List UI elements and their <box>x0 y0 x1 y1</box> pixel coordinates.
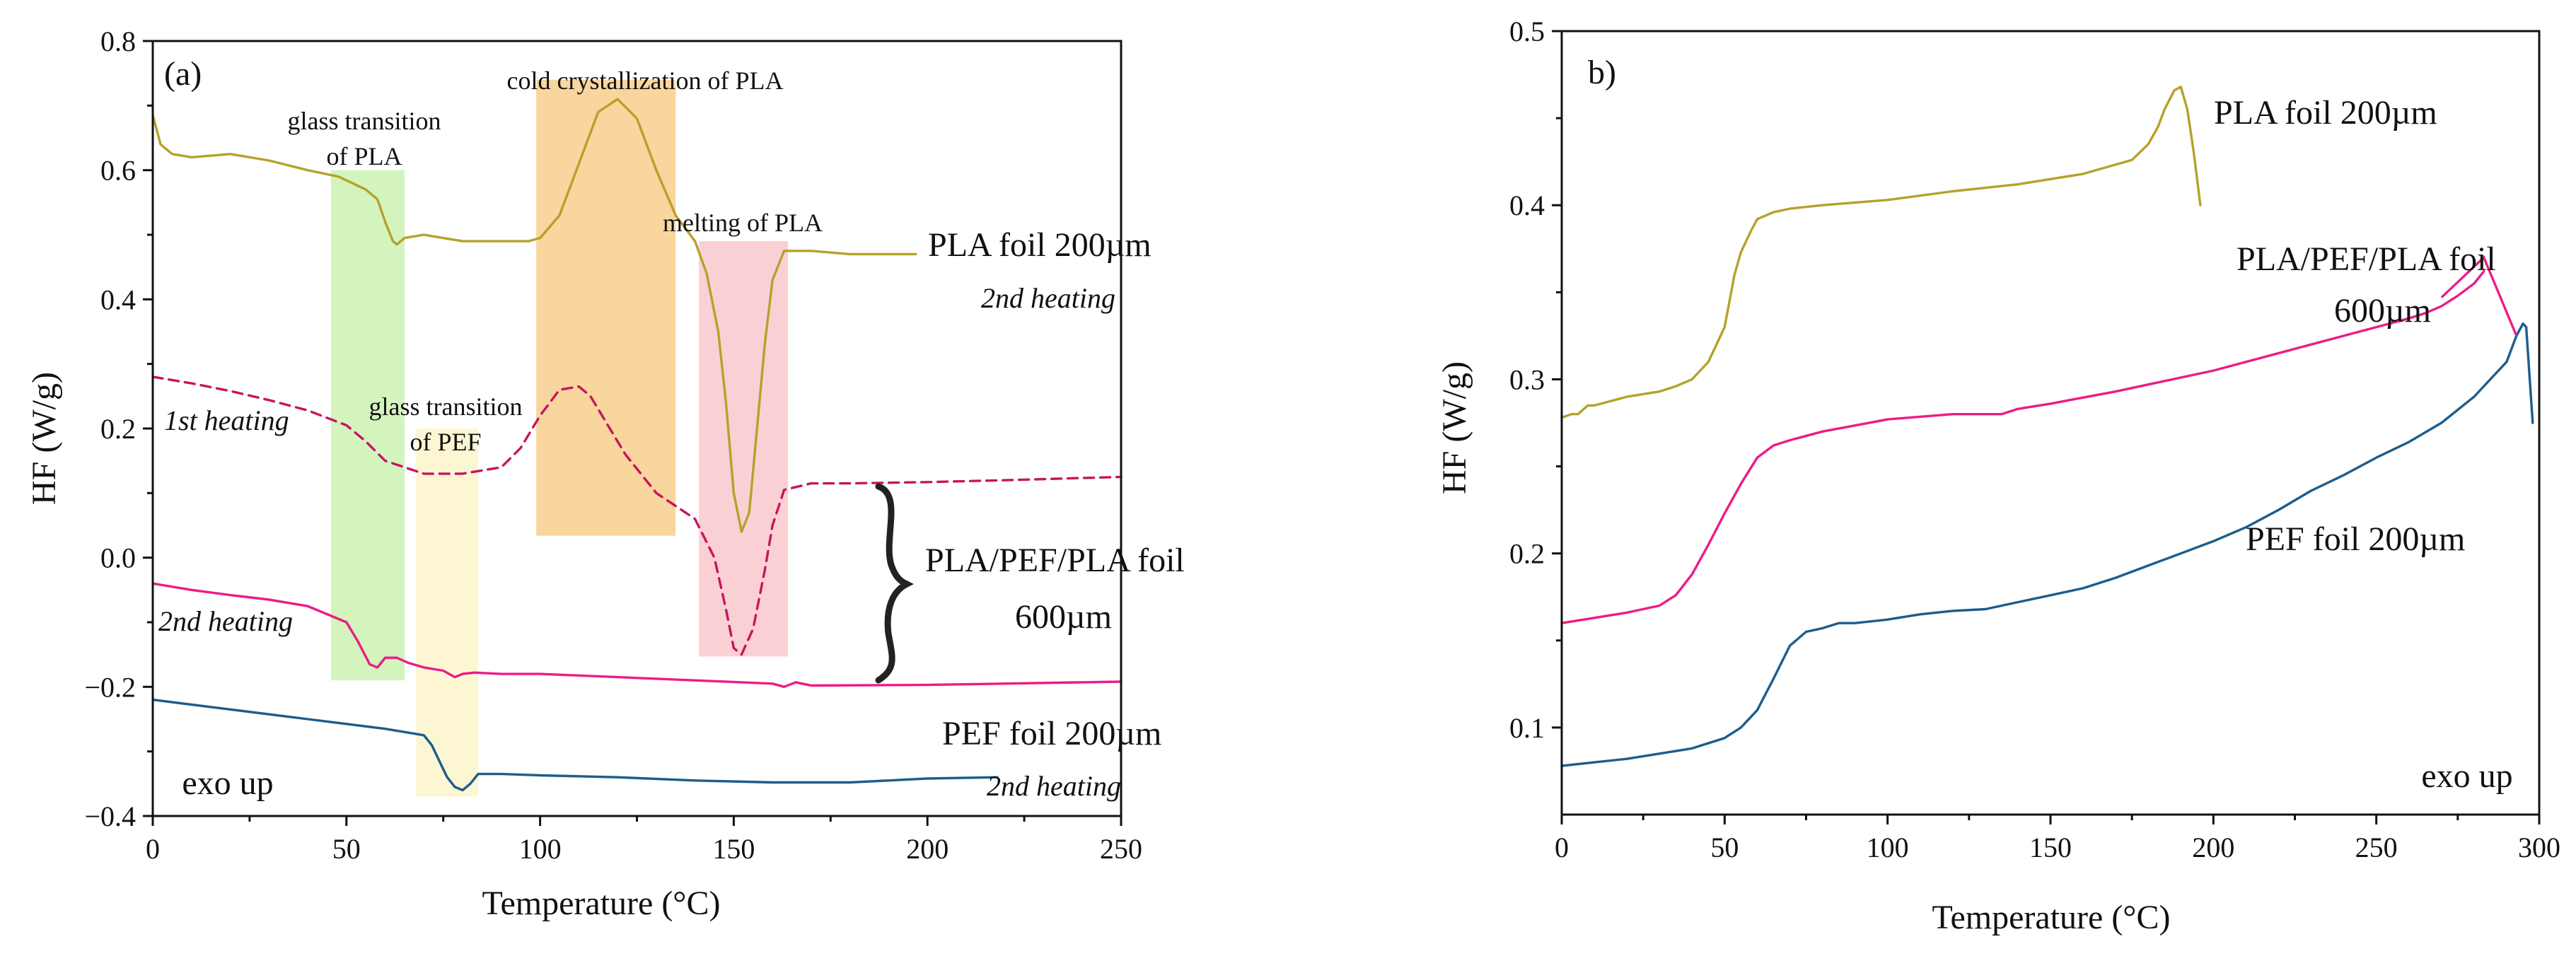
ticks-b: 0 50 100 150 200 250 300 0.1 0.2 0.3 0.4 0.5 <box>1509 16 2560 863</box>
label-second-heating-left: 2nd heating <box>158 605 293 637</box>
x-tick-label-b-3: 150 <box>2029 832 2072 863</box>
label-pla-foil-b: PLA foil 200µm <box>2214 94 2437 132</box>
x-tick-label-b-5: 250 <box>2355 832 2398 863</box>
label-pla-foil-a: PLA foil 200µm <box>928 226 1151 264</box>
y-tick-label-b-1: 0.2 <box>1509 538 1545 570</box>
annotation-glass-transition-pef-2: of PEF <box>410 428 481 456</box>
series-line-b-1 <box>1560 270 2485 624</box>
annotation-cold-crystallization: cold crystallization of PLA <box>507 66 784 95</box>
y-tick-label-a-1: −0.2 <box>84 671 136 703</box>
y-tick-label-a-4: 0.4 <box>100 284 136 315</box>
y-tick-label-b-0: 0.1 <box>1509 712 1545 744</box>
series-line-b-2 <box>1560 322 2534 767</box>
y-tick-label-b-4: 0.5 <box>1509 16 1545 47</box>
annotation-glass-transition-pla-1: glass transition <box>288 107 441 135</box>
series-group-a <box>151 98 1122 792</box>
annotation-melting-pla: melting of PLA <box>663 209 823 237</box>
multilayer-brace <box>875 483 915 684</box>
x-axis-title-b: Temperature (°C) <box>1932 899 2170 936</box>
label-multilayer-b-line2: 600µm <box>2334 292 2431 330</box>
shade-cold-crystallization-pla <box>536 79 676 536</box>
label-multilayer-b-line1: PLA/PEF/PLA foil <box>2236 240 2496 278</box>
chart-panel-a: 0 50 100 150 200 250 −0.4 −0.2 0.0 0.2 0.4 0.6 0.8 (… <box>25 25 1185 922</box>
series-line-a-0 <box>151 98 917 533</box>
x-tick-label-a-4: 200 <box>906 833 948 865</box>
chart-panel-b: 0 50 100 150 200 250 300 0.1 0.2 0.3 0.4 0.5 b) Tem… <box>1436 16 2560 936</box>
series-line-a-1 <box>151 375 1122 656</box>
x-tick-label-b-0: 0 <box>1555 832 1569 863</box>
label-first-heating: 1st heating <box>164 404 289 436</box>
x-tick-label-a-2: 100 <box>519 833 562 865</box>
y-tick-label-a-6: 0.8 <box>100 25 136 57</box>
series-group-b <box>1560 86 2534 767</box>
shade-glass-transition-pla <box>330 170 405 681</box>
x-tick-label-a-0: 0 <box>146 833 160 865</box>
label-multilayer-a-line2: 600µm <box>1015 598 1112 636</box>
annotation-exo-up-b: exo up <box>2421 757 2512 795</box>
shaded-regions-a <box>330 79 789 797</box>
x-tick-label-b-4: 200 <box>2192 832 2234 863</box>
panel-label-b: b) <box>1588 54 1616 91</box>
x-tick-label-a-3: 150 <box>712 833 755 865</box>
label-multilayer-a-line1: PLA/PEF/PLA foil <box>925 542 1185 579</box>
x-tick-label-a-5: 250 <box>1100 833 1142 865</box>
label-pla-2nd-heating-a: 2nd heating <box>981 282 1115 314</box>
series-line-a-3 <box>151 698 999 792</box>
label-pef-2nd-heating-a: 2nd heating <box>987 770 1121 802</box>
series-line-a-2 <box>151 582 1122 688</box>
label-pef-foil-a: PEF foil 200µm <box>942 715 1161 752</box>
x-tick-label-b-2: 100 <box>1867 832 1909 863</box>
x-tick-label-a-1: 50 <box>332 833 361 865</box>
pink-tail-connector <box>2440 255 2518 337</box>
y-axis-title-a: HF (W/g) <box>25 372 63 505</box>
x-axis-title-a: Temperature (°C) <box>482 885 720 922</box>
label-pef-foil-b: PEF foil 200µm <box>2246 520 2465 558</box>
series-line-b-0 <box>1560 86 2202 419</box>
panel-label-a: (a) <box>164 55 202 93</box>
y-axis-title-b: HF (W/g) <box>1436 361 1473 494</box>
shade-glass-transition-pef <box>416 429 478 797</box>
annotation-glass-transition-pef-1: glass transition <box>369 392 523 421</box>
annotation-exo-up-a: exo up <box>182 764 273 802</box>
y-tick-label-b-3: 0.4 <box>1509 190 1545 221</box>
x-tick-label-b-6: 300 <box>2518 832 2560 863</box>
y-tick-label-a-5: 0.6 <box>100 155 136 187</box>
y-tick-label-a-0: −0.4 <box>84 800 136 832</box>
x-tick-label-b-1: 50 <box>1710 832 1739 863</box>
y-tick-label-a-2: 0.0 <box>100 542 136 574</box>
y-tick-label-a-3: 0.2 <box>100 413 136 445</box>
annotation-glass-transition-pla-2: of PLA <box>327 142 402 170</box>
ticks-a: 0 50 100 150 200 250 −0.4 −0.2 0.0 0.2 0.4 0.6 0.8 <box>84 25 1142 865</box>
y-tick-label-b-2: 0.3 <box>1509 363 1545 395</box>
